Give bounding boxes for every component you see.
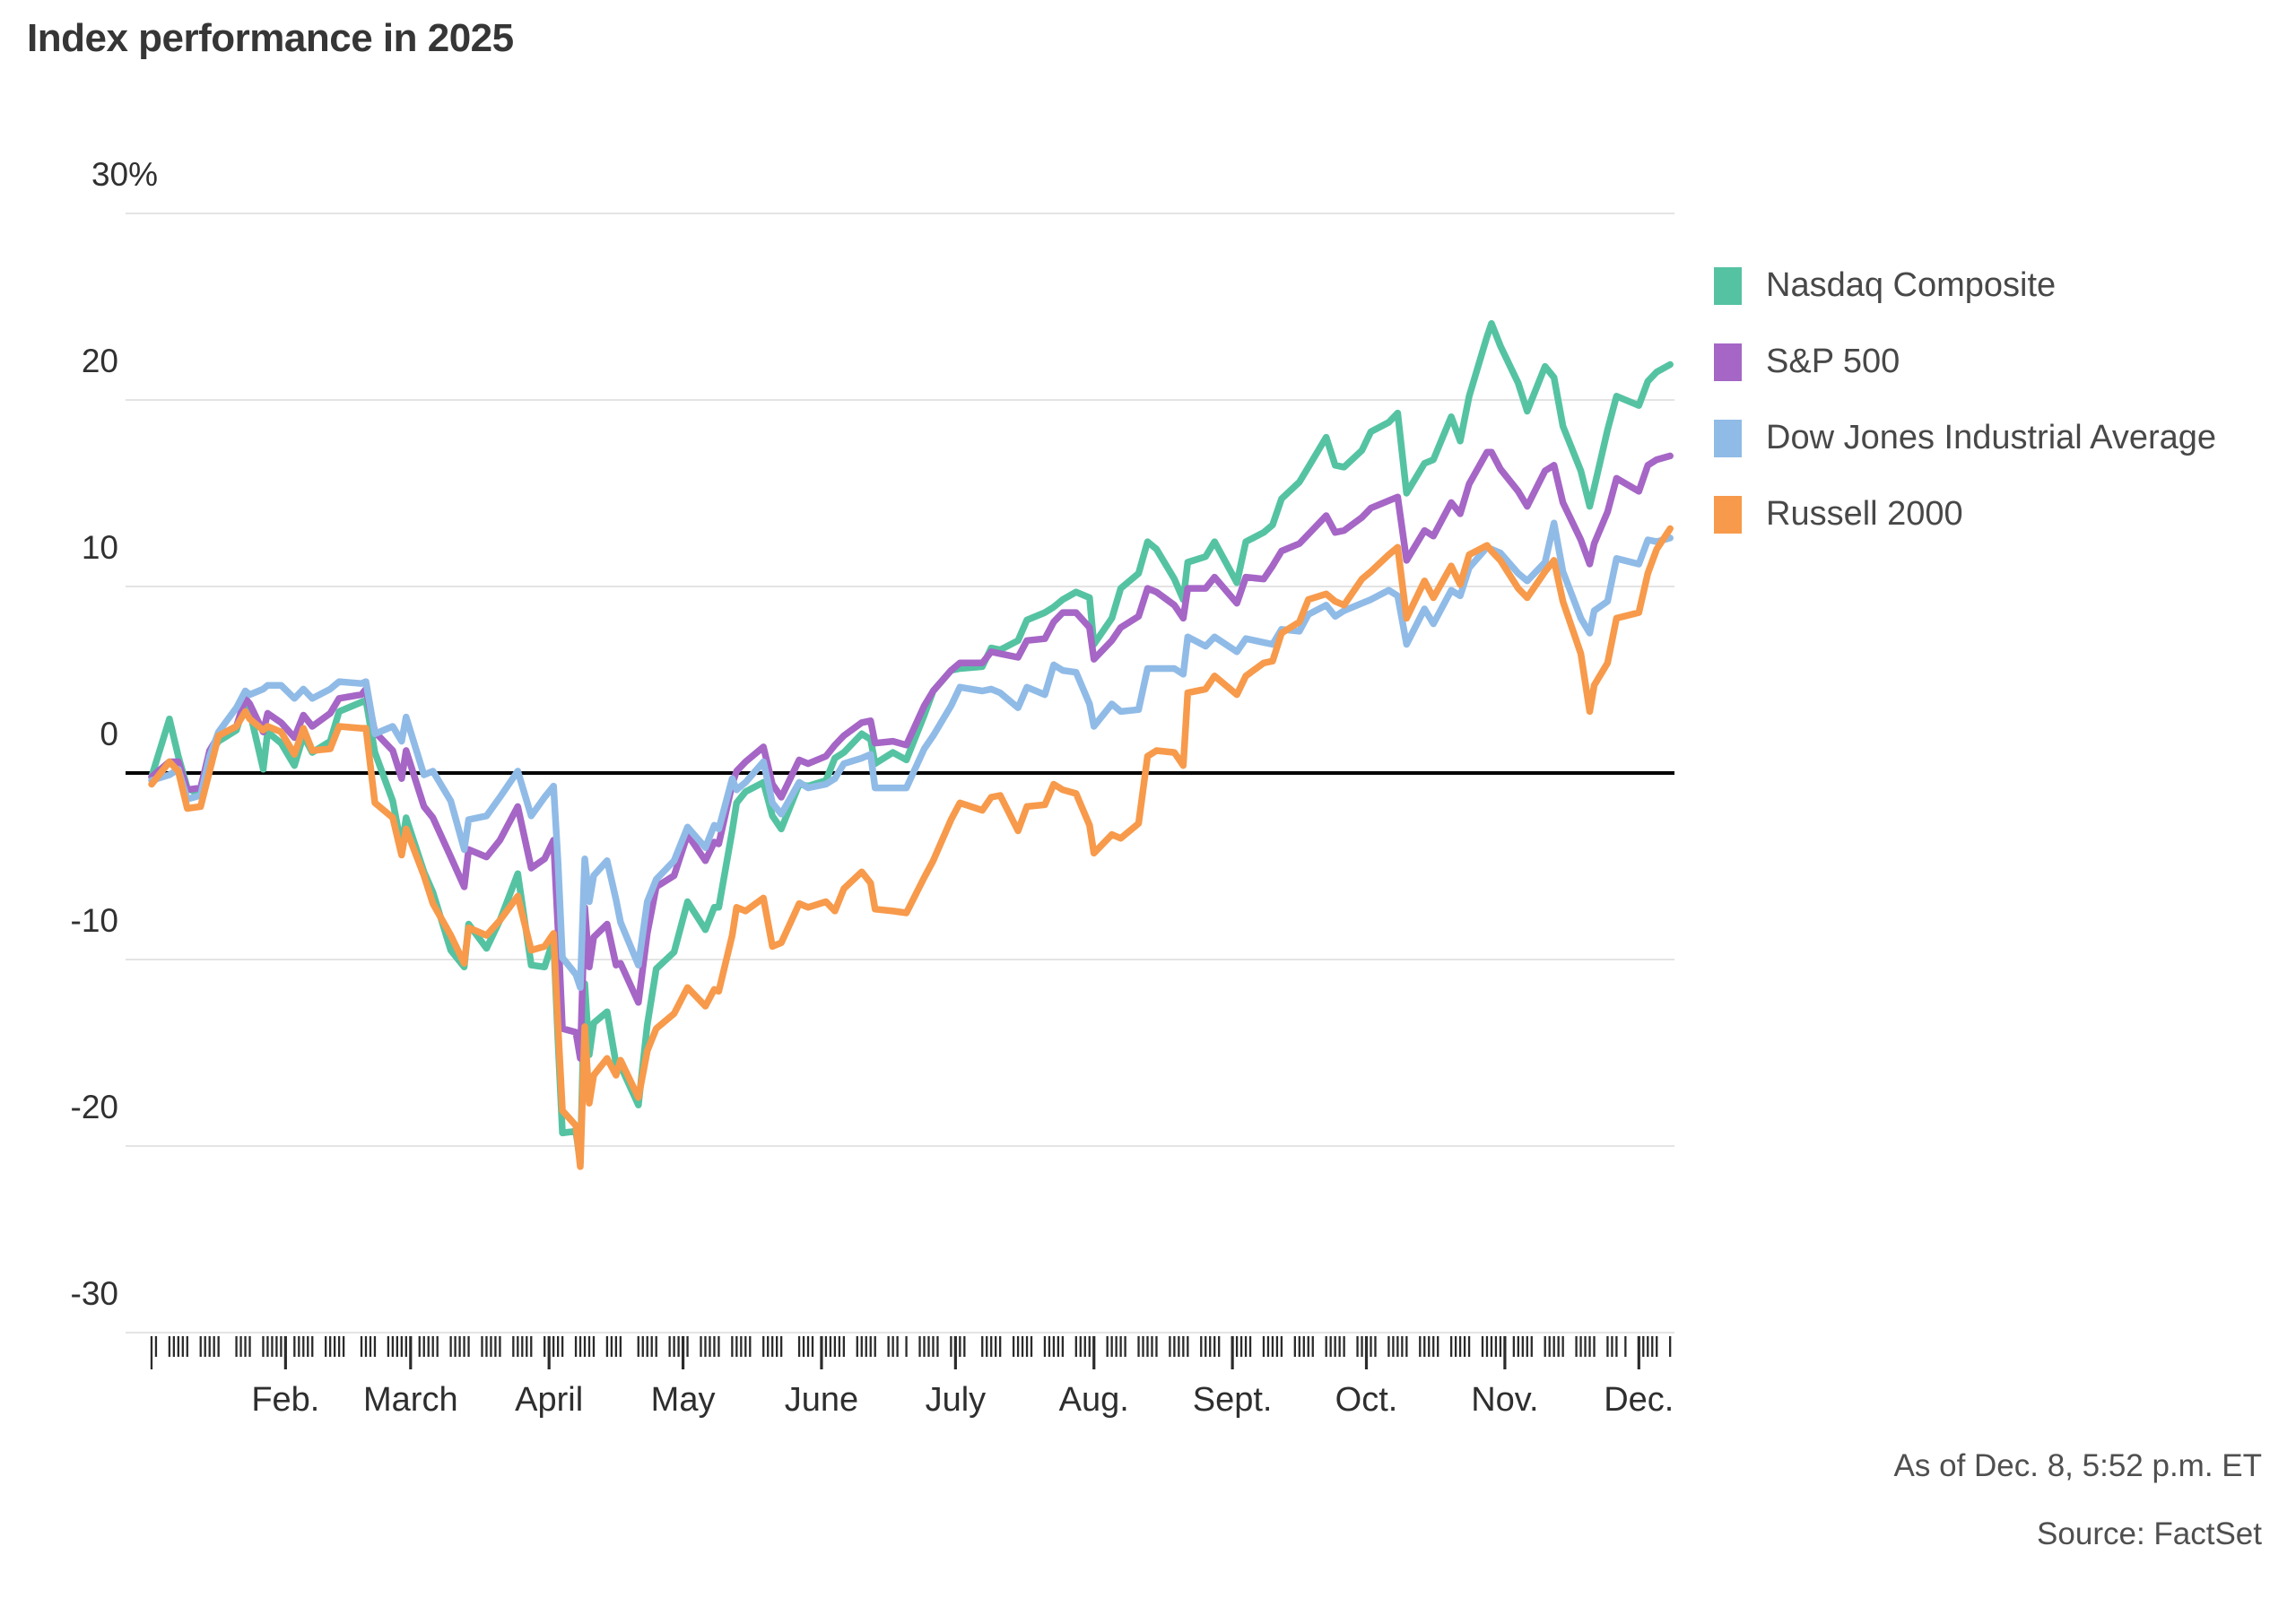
- legend-label: Dow Jones Industrial Average: [1766, 419, 2217, 456]
- legend-swatch-icon: [1714, 420, 1742, 457]
- y-axis-label: -30: [70, 1275, 118, 1312]
- x-axis-month-label: Oct.: [1335, 1381, 1398, 1419]
- y-axis-label: -20: [70, 1089, 118, 1125]
- y-axis-label: -10: [70, 902, 118, 939]
- series-line-dow: [148, 519, 1674, 991]
- legend-label: Nasdaq Composite: [1766, 266, 2057, 304]
- page-title: Index performance in 2025: [27, 16, 514, 60]
- legend-label: Russell 2000: [1766, 495, 1963, 533]
- as-of-timestamp: As of Dec. 8, 5:52 p.m. ET: [1893, 1448, 2262, 1483]
- x-axis-month-label: Aug.: [1058, 1381, 1129, 1419]
- series-line-sp500: [148, 448, 1674, 1062]
- legend-item-dow: Dow Jones Industrial Average: [1714, 413, 2270, 464]
- legend: Nasdaq Composite S&P 500 Dow Jones Industr…: [1714, 260, 2270, 565]
- x-axis-month-label: Sept.: [1192, 1381, 1273, 1419]
- legend-item-nasdaq: Nasdaq Composite: [1714, 260, 2270, 311]
- x-axis-month-label: May: [650, 1381, 716, 1419]
- x-axis-month-label: June: [784, 1381, 859, 1419]
- legend-item-sp500: S&P 500: [1714, 336, 2270, 387]
- source-note: Source: FactSet: [2037, 1516, 2262, 1551]
- y-axis-label: 0: [100, 716, 118, 752]
- legend-swatch-icon: [1714, 496, 1742, 534]
- legend-label: S&P 500: [1766, 343, 1900, 380]
- x-axis-month-label: Dec.: [1604, 1381, 1674, 1419]
- y-axis-label: 10: [81, 529, 118, 566]
- x-axis-month-label: Nov.: [1471, 1381, 1539, 1419]
- legend-swatch-icon: [1714, 267, 1742, 305]
- series-line-russell: [148, 525, 1674, 1170]
- x-axis-month-label: July: [925, 1381, 987, 1419]
- x-axis-month-label: Feb.: [251, 1381, 320, 1419]
- x-axis-month-label: March: [363, 1381, 458, 1419]
- legend-swatch-icon: [1714, 343, 1742, 381]
- legend-item-russell: Russell 2000: [1714, 489, 2270, 540]
- y-axis-label: 30%: [91, 156, 158, 193]
- x-axis-month-label: April: [515, 1381, 584, 1419]
- y-axis-label: 20: [81, 343, 118, 379]
